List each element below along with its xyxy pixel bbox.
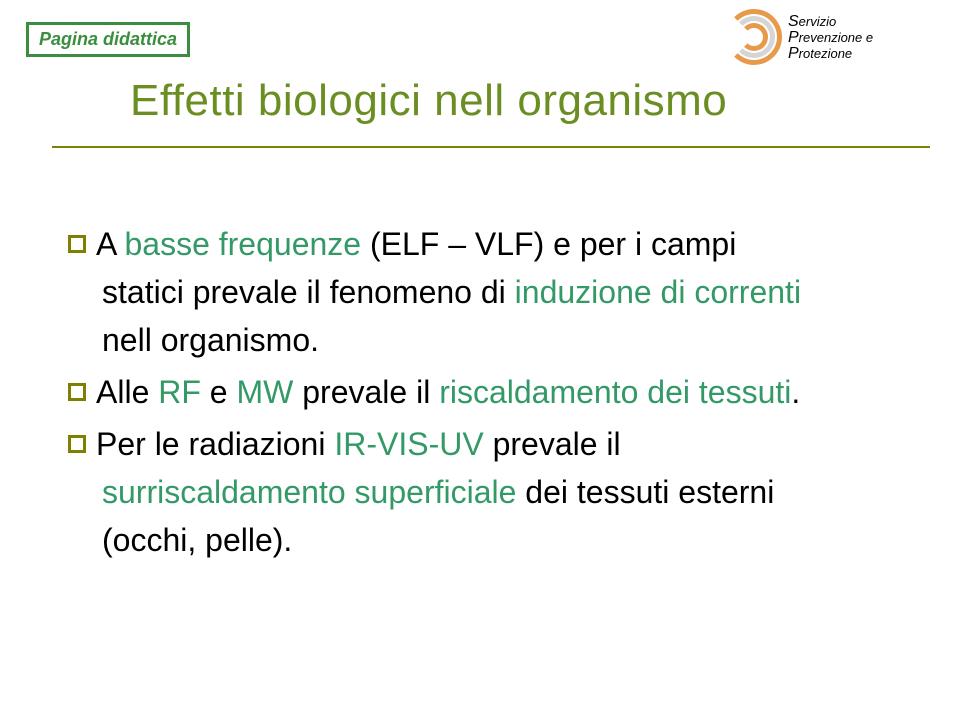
page-badge: Pagina didattica [26, 22, 190, 57]
bullet-icon [68, 235, 86, 253]
brand-logo: Servizio Prevenzione e Protezione [726, 2, 946, 74]
slide-title: Effetti biologici nell organismo [130, 76, 900, 126]
title-area: Effetti biologici nell organismo [130, 76, 900, 126]
bullet-item-3: Per le radiazioni IR-VIS-UV prevale il s… [68, 420, 908, 564]
logo-text: Servizio Prevenzione e Protezione [788, 14, 873, 62]
content-area: A basse frequenze (ELF – VLF) e per i ca… [68, 220, 908, 568]
bullet-icon [68, 383, 86, 401]
logo-line3: rotezione [799, 47, 852, 60]
bullet-item-2: Alle RF e MW prevale il riscaldamento de… [68, 368, 908, 416]
logo-p2: P [788, 46, 799, 62]
logo-line1: ervizio [799, 15, 837, 28]
logo-line2: revenzione e [799, 31, 873, 44]
logo-p1: P [788, 30, 799, 46]
title-underline [52, 146, 930, 148]
badge-text: Pagina didattica [39, 29, 177, 49]
logo-s: S [788, 14, 799, 30]
logo-arcs-icon [726, 9, 784, 67]
bullet-item-1: A basse frequenze (ELF – VLF) e per i ca… [68, 220, 908, 364]
bullet-icon [68, 435, 86, 453]
